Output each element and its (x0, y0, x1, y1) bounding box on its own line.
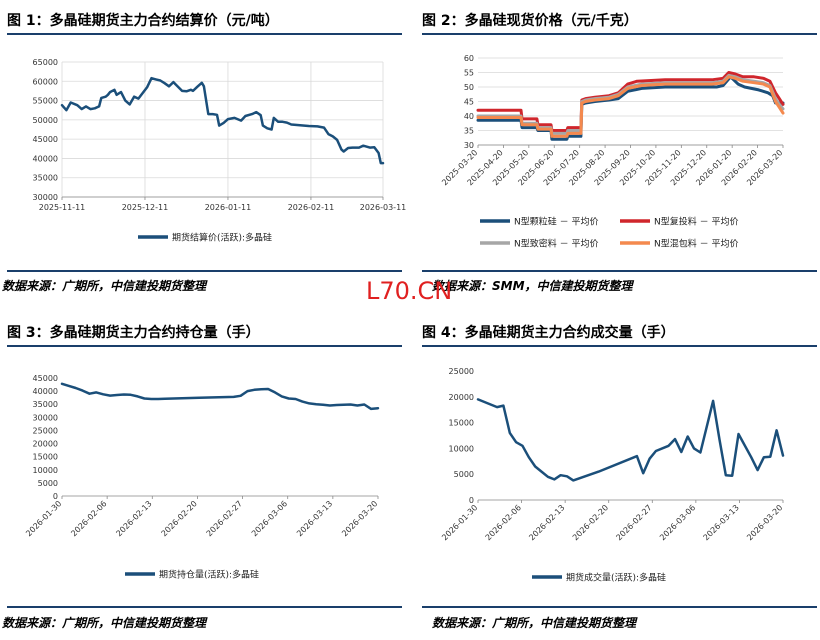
y-tick-label: 40 (464, 112, 474, 121)
x-tick-label: 2025-11-11 (39, 203, 86, 212)
y-tick-label: 35000 (33, 174, 58, 183)
y-tick-label: 25000 (449, 367, 474, 376)
series-line-2 (476, 71, 785, 132)
legend-label: 期货成交量(活跃):多晶硅 (566, 572, 666, 584)
figure-3-source: 数据来源：广期所，中信建投期货整理 (2, 616, 207, 630)
y-tick-label: 35000 (33, 400, 58, 409)
y-tick-label: 60000 (33, 77, 58, 86)
figure-1-chart: 65000 60000 55000 50000 45000 40000 35000 30000… (33, 58, 407, 244)
x-tick-label: 2026-02-06 (69, 499, 108, 538)
y-tick-label: 45 (464, 98, 474, 107)
x-tick-label: 2026-01-30 (440, 503, 479, 542)
y-tick-label: 20000 (33, 440, 58, 449)
figure-3-title: 图 3：多晶硅期货主力合约持仓量（手） (7, 325, 260, 341)
x-tick-label: 2026-02-06 (484, 503, 523, 542)
x-tick-label: 2026-02-20 (571, 503, 610, 542)
x-tick-label: 2026-03-06 (250, 499, 289, 538)
figure-2-top-rule (422, 33, 817, 35)
figure-4-title: 图 4：多晶硅期货主力合约成交量（手） (422, 325, 675, 341)
y-tick-label: 10000 (449, 444, 474, 453)
y-tick-label: 30000 (33, 413, 58, 422)
figure-3-bottom-rule (7, 606, 402, 608)
y-tick-label: 30000 (33, 193, 58, 202)
x-tick-label: 2026-03-20 (745, 503, 784, 542)
watermark-text: L70.CN (366, 277, 453, 305)
figure-4-source: 数据来源：广期所，中信建投期货整理 (432, 616, 637, 630)
y-tick-label: 50000 (33, 116, 58, 125)
x-tick-label: 2026-02-13 (114, 499, 153, 538)
legend-label: N型颗粒硅 － 平均价 (514, 216, 598, 228)
x-tick-label: 2026-01-11 (205, 203, 252, 212)
figure-3-top-rule (7, 345, 402, 347)
y-tick-label: 0 (53, 492, 58, 501)
x-tick-label: 2026-03-11 (360, 203, 407, 212)
y-tick-label: 30 (464, 141, 474, 150)
legend-label: 期货持仓量(活跃):多晶硅 (159, 569, 259, 581)
x-tick-label: 2026-02-13 (527, 503, 566, 542)
x-tick-label: 2026-02-11 (288, 203, 335, 212)
y-tick-label: 20000 (449, 393, 474, 402)
figure-2-source: 数据来源：SMM，中信建投期货整理 (432, 279, 633, 293)
y-tick-label: 55000 (33, 97, 58, 106)
y-tick-label: 40000 (33, 154, 58, 163)
figure-1-bottom-rule (7, 270, 402, 272)
x-tick-label: 2025-12-11 (122, 203, 169, 212)
y-tick-label: 55 (464, 69, 474, 78)
figure-2-bottom-rule (422, 270, 817, 272)
y-tick-label: 45000 (33, 135, 58, 144)
y-tick-label: 0 (469, 496, 474, 505)
x-tick-label: 2026-03-20 (340, 499, 379, 538)
series-line-1 (60, 382, 380, 411)
figure-3-chart: 45000 40000 35000 30000 25000 20000 15000 10000… (24, 374, 379, 581)
x-tick-label: 2026-02-20 (160, 499, 199, 538)
figure-1-top-rule (7, 33, 402, 35)
y-tick-label: 15000 (449, 419, 474, 428)
legend-label: 期货结算价(活跃):多晶硅 (172, 232, 272, 244)
y-tick-label: 5000 (454, 470, 474, 479)
figure-2-title: 图 2：多晶硅现货价格（元/千克） (422, 13, 638, 29)
x-tick-label: 2026-01-30 (24, 499, 63, 538)
y-tick-label: 60 (464, 54, 474, 63)
x-tick-label: 2026-03-13 (295, 499, 334, 538)
figure-4-top-rule (422, 345, 817, 347)
figure-2-chart: 605550454035302025-03-202025-04-202025-0… (440, 54, 785, 250)
series-line-4 (476, 75, 785, 138)
y-tick-label: 50 (464, 83, 474, 92)
legend-label: N型致密料 － 平均价 (514, 238, 598, 250)
figure-4-bottom-rule (422, 606, 817, 608)
y-tick-label: 5000 (38, 479, 58, 488)
legend-label: N型混包料 － 平均价 (654, 238, 738, 250)
series-line-1 (476, 398, 785, 482)
y-tick-label: 65000 (33, 58, 58, 67)
figure-1-source: 数据来源：广期所，中信建投期货整理 (2, 279, 207, 293)
x-tick-label: 2026-02-27 (205, 499, 244, 538)
y-tick-label: 35 (464, 127, 474, 136)
figure-1-title: 图 1：多晶硅期货主力合约结算价（元/吨） (7, 13, 279, 29)
y-tick-label: 25000 (33, 426, 58, 435)
y-tick-label: 10000 (33, 466, 58, 475)
legend-label: N型复投料 － 平均价 (654, 216, 738, 228)
x-tick-label: 2026-03-13 (702, 503, 741, 542)
series-line-1 (60, 76, 385, 165)
y-tick-label: 15000 (33, 453, 58, 462)
x-tick-label: 2026-03-06 (658, 503, 697, 542)
x-tick-label: 2026-02-27 (614, 503, 653, 542)
y-tick-label: 45000 (33, 374, 58, 383)
y-tick-label: 40000 (33, 387, 58, 396)
